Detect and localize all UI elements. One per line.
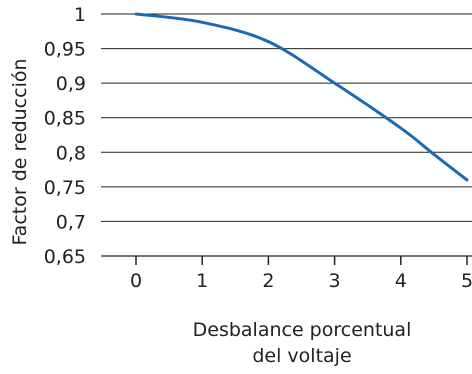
y-tick-labels: 0,65 0,7 0,75 0,8 0,85 0,9 0,95 1 [44, 4, 86, 268]
x-axis [101, 255, 472, 265]
y-tick-label: 0,8 [56, 142, 86, 164]
x-tick-labels: 0 1 2 3 4 5 [130, 270, 472, 292]
x-tick-label: 2 [262, 270, 274, 292]
x-tick-label: 4 [395, 270, 407, 292]
y-tick-label: 0,85 [44, 108, 86, 130]
y-tick-label: 1 [74, 4, 86, 26]
x-tick-label: 5 [461, 270, 472, 292]
series-line [134, 12, 469, 182]
y-tick-label: 0,7 [56, 211, 86, 233]
x-tick-label: 0 [130, 270, 142, 292]
y-axis-title: Factor de reducción [9, 58, 31, 245]
y-tick-label: 0,95 [44, 39, 86, 61]
x-axis-title-line-2: del voltaje [252, 345, 351, 367]
series-layer [134, 12, 469, 182]
x-axis-title-line-1: Desbalance porcentual [193, 319, 412, 341]
x-tick-label: 3 [329, 270, 341, 292]
y-tick-label: 0,65 [44, 246, 86, 268]
y-tick-label: 0,9 [56, 73, 86, 95]
y-tick-label: 0,75 [44, 177, 86, 199]
grid-lines [101, 13, 472, 222]
x-tick-label: 1 [196, 270, 208, 292]
